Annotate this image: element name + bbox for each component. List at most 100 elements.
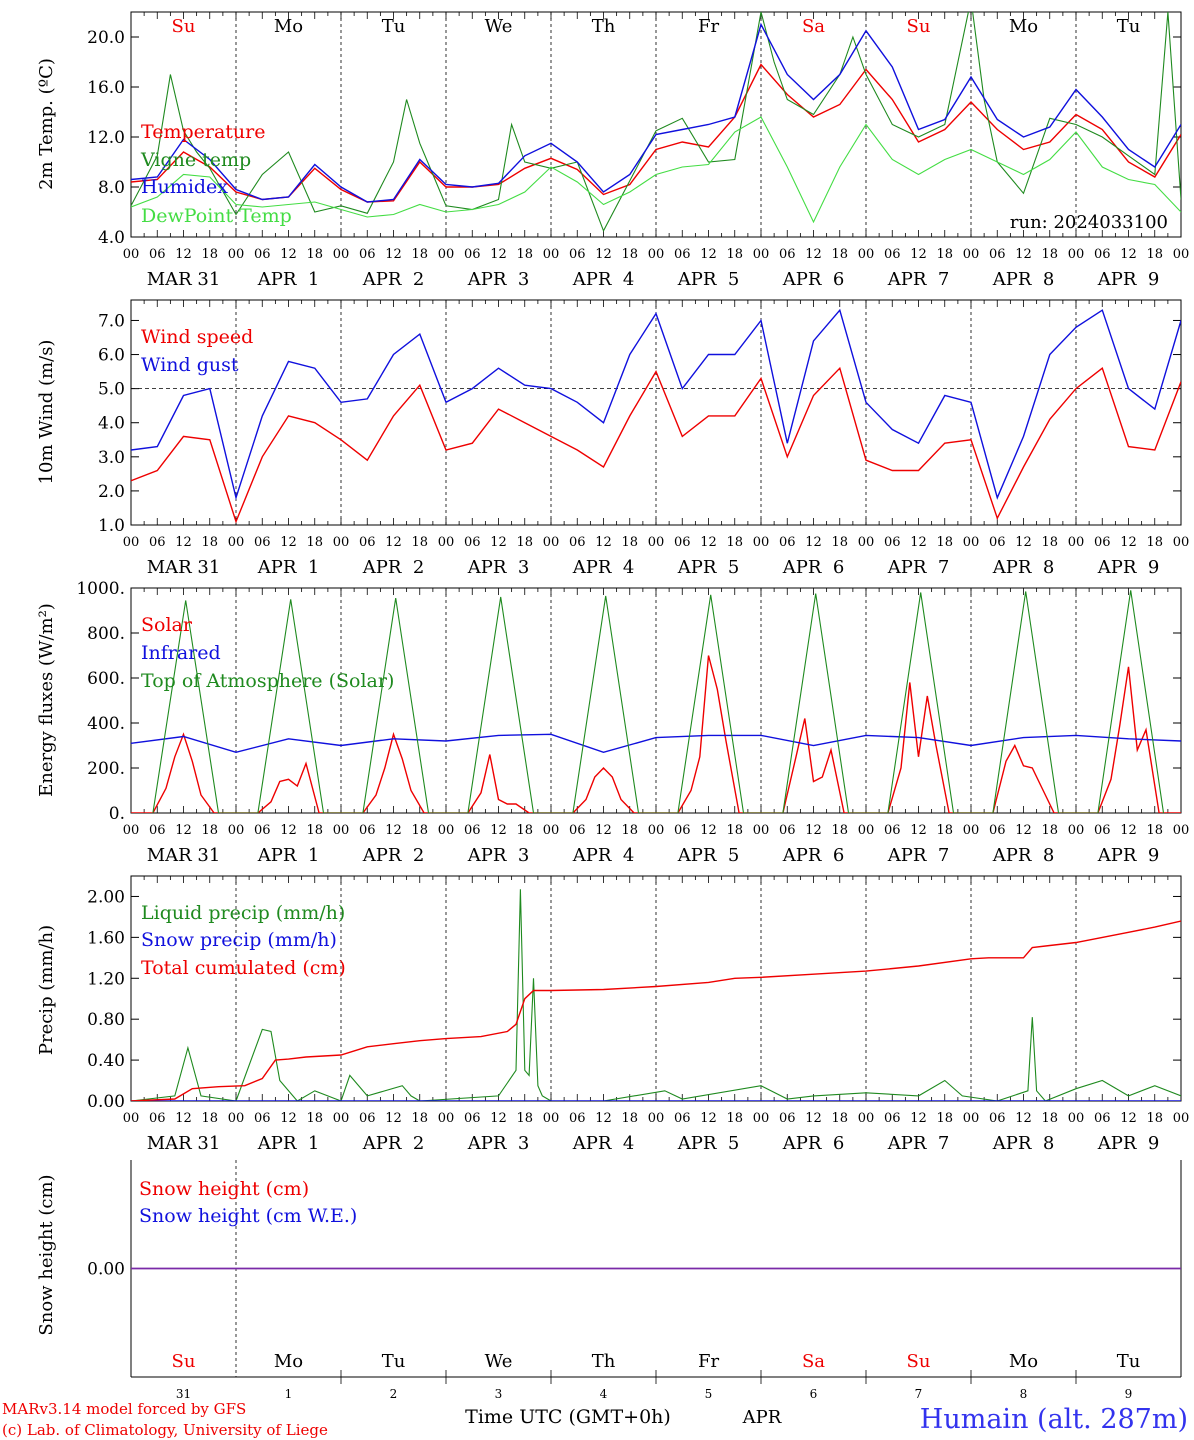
hour-tick-label: 06 [569,247,586,262]
date-label: APR 4 [572,269,635,290]
hour-tick-label: 00 [1173,823,1190,838]
hour-tick-label: 06 [779,823,796,838]
date-label: MAR 31 [147,1133,221,1154]
date-label: APR 9 [1097,1133,1160,1154]
hour-tick-label: 00 [858,247,875,262]
hour-tick-label: 18 [621,535,638,550]
hour-tick-label: 18 [936,535,953,550]
hour-tick-label: 00 [1068,247,1085,262]
date-label: APR 6 [782,557,845,578]
lab-credit: (c) Lab. of Climatology, University of L… [2,1421,328,1439]
hour-tick-label: 00 [1068,1111,1085,1126]
day-label: Mo [1009,1351,1038,1372]
hour-tick-label: 00 [543,823,560,838]
hour-tick-label: 00 [858,1111,875,1126]
hour-tick-label: 00 [1068,535,1085,550]
hour-tick-label: 12 [805,823,822,838]
day-number: 4 [600,1387,608,1401]
panel-5: 0.00 Snow height (cm) Snow height (cm) Snow… [36,1160,1182,1401]
series-group [131,308,1181,524]
hour-tick-label: 06 [779,247,796,262]
hour-tick-label: 18 [831,1111,848,1126]
hour-tick-label: 00 [753,1111,770,1126]
hour-tick-label: 18 [831,247,848,262]
hour-tick-label: 00 [963,247,980,262]
hour-tick-label: 00 [753,535,770,550]
hour-tick-label: 00 [753,823,770,838]
y-tick-label: 5.0 [98,380,125,400]
hour-tick-label: 00 [858,535,875,550]
y-axis-label: 10m Wind (m/s) [36,340,57,485]
hour-tick-label: 18 [1146,1111,1163,1126]
hour-tick-label: 18 [726,1111,743,1126]
legend-entry: Vigne temp [140,149,251,171]
day-label: Mo [274,1351,303,1372]
date-label: APR 4 [572,845,635,866]
hour-tick-label: 00 [333,535,350,550]
hour-tick-label: 18 [1041,1111,1058,1126]
series-line-solar [131,655,1181,813]
hour-tick-label: 18 [621,823,638,838]
date-label: MAR 31 [147,269,221,290]
series-line-wind-speed [131,366,1181,524]
hour-tick-label: 12 [910,823,927,838]
day-number: 9 [1125,1387,1133,1401]
hour-tick-label: 12 [490,247,507,262]
legend-entry: Humidex [141,176,228,198]
hour-tick-label: 00 [1068,823,1085,838]
legend-entry: Top of Atmosphere (Solar) [141,670,394,692]
hour-tick-label: 06 [254,535,271,550]
hour-tick-label: 06 [569,535,586,550]
day-number: 5 [705,1387,713,1401]
day-label: Th [592,1351,616,1372]
y-axis-label: Precip (mm/h) [36,925,57,1055]
y-tick-label: 16.0 [87,78,125,98]
hour-tick-label: 12 [490,1111,507,1126]
hour-tick-label: 12 [1015,535,1032,550]
date-label: APR 3 [467,557,530,578]
hour-tick-label: 12 [595,247,612,262]
day-label: We [485,16,513,37]
hour-tick-label: 18 [1041,823,1058,838]
day-label: Su [172,16,196,37]
hour-tick-label: 06 [569,1111,586,1126]
y-tick-label: 200. [87,759,125,779]
hour-tick-label: 18 [516,1111,533,1126]
date-label: APR 2 [362,269,425,290]
hour-tick-label: 12 [805,535,822,550]
day-label: Fr [698,1351,719,1372]
hour-tick-label: 06 [674,823,691,838]
hour-tick-label: 18 [831,823,848,838]
date-label: APR 4 [572,1133,635,1154]
day-label: Su [907,16,931,37]
series-group [131,12,1181,233]
hour-tick-label: 18 [516,823,533,838]
hour-tick-label: 06 [779,535,796,550]
date-label: APR 5 [677,269,740,290]
y-tick-label: 20.0 [87,28,125,48]
hour-tick-label: 06 [359,535,376,550]
hour-tick-label: 12 [1015,1111,1032,1126]
hour-tick-label: 12 [595,823,612,838]
legend-entry: Infrared [141,642,221,664]
legend-entry: Liquid precip (mm/h) [141,902,345,924]
hour-tick-label: 00 [543,1111,560,1126]
date-label: APR 9 [1097,557,1160,578]
day-label: Tu [1117,16,1141,37]
series-line-top-of-atmosphere-solar [152,590,1165,813]
series-line-dewpoint-temp [131,116,1181,224]
y-tick-label: 0. [109,804,125,824]
y-tick-label: 800. [87,624,125,644]
y-tick-label: 1000. [76,579,125,599]
day-label: Mo [1009,16,1038,37]
day-number: 7 [915,1387,923,1401]
hour-tick-label: 06 [1094,1111,1111,1126]
date-label: MAR 31 [147,845,221,866]
date-label: APR 8 [992,845,1055,866]
day-label: Tu [382,1351,406,1372]
hour-tick-label: 06 [359,247,376,262]
date-label: APR 3 [467,1133,530,1154]
date-label: APR 8 [992,557,1055,578]
hour-tick-label: 12 [490,535,507,550]
